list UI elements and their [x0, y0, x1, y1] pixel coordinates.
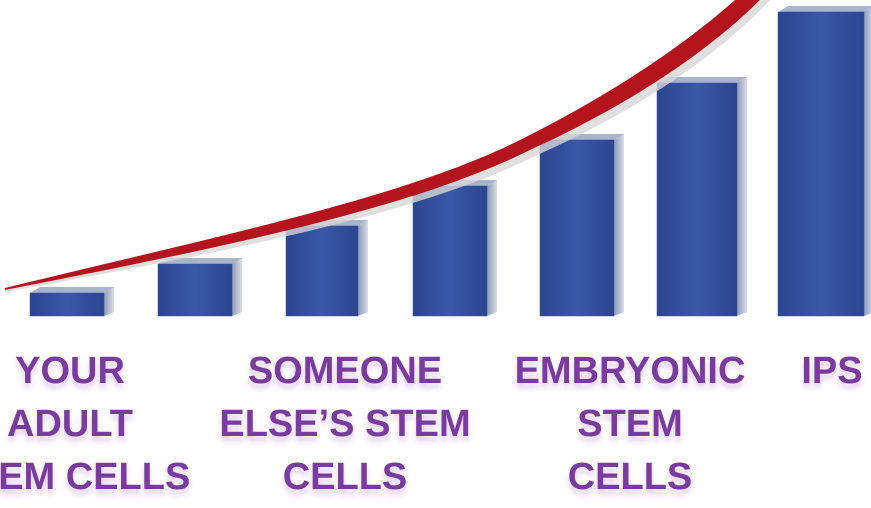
bars — [29, 6, 871, 317]
bar-top — [158, 258, 242, 264]
category-label: CELLS — [568, 456, 693, 498]
bar-top — [657, 77, 747, 83]
bar — [29, 292, 105, 317]
labels: YOUR ADULT STEM CELLS SOMEONE ELSE’S STEM CEL… — [0, 350, 863, 498]
bar-side — [614, 134, 624, 316]
bar — [777, 11, 865, 317]
bar-side — [487, 180, 497, 316]
bar — [656, 82, 738, 317]
bar-top — [778, 6, 871, 12]
bar — [285, 225, 359, 317]
category-label: CELLS — [283, 456, 408, 498]
bar-side — [864, 7, 871, 316]
bar-side — [358, 220, 368, 316]
category-label: YOUR — [15, 350, 125, 392]
bar-side — [232, 258, 242, 316]
category-label: EMBRYONIC — [515, 350, 746, 392]
category-label: IPS — [801, 350, 862, 392]
bar-side — [737, 77, 747, 316]
bar — [412, 185, 488, 317]
category-label: ELSE’S STEM — [219, 403, 470, 445]
bar — [539, 139, 615, 317]
bar-top — [30, 287, 114, 293]
swoosh-shadow — [5, 0, 770, 292]
category-label: SOMEONE — [248, 350, 442, 392]
category-label: STEM CELLS — [0, 456, 190, 498]
bar-side — [104, 287, 114, 316]
bar — [157, 263, 233, 317]
category-label: ADULT — [7, 403, 133, 445]
category-label: STEM — [577, 403, 683, 445]
trend-swoosh — [5, 0, 760, 290]
